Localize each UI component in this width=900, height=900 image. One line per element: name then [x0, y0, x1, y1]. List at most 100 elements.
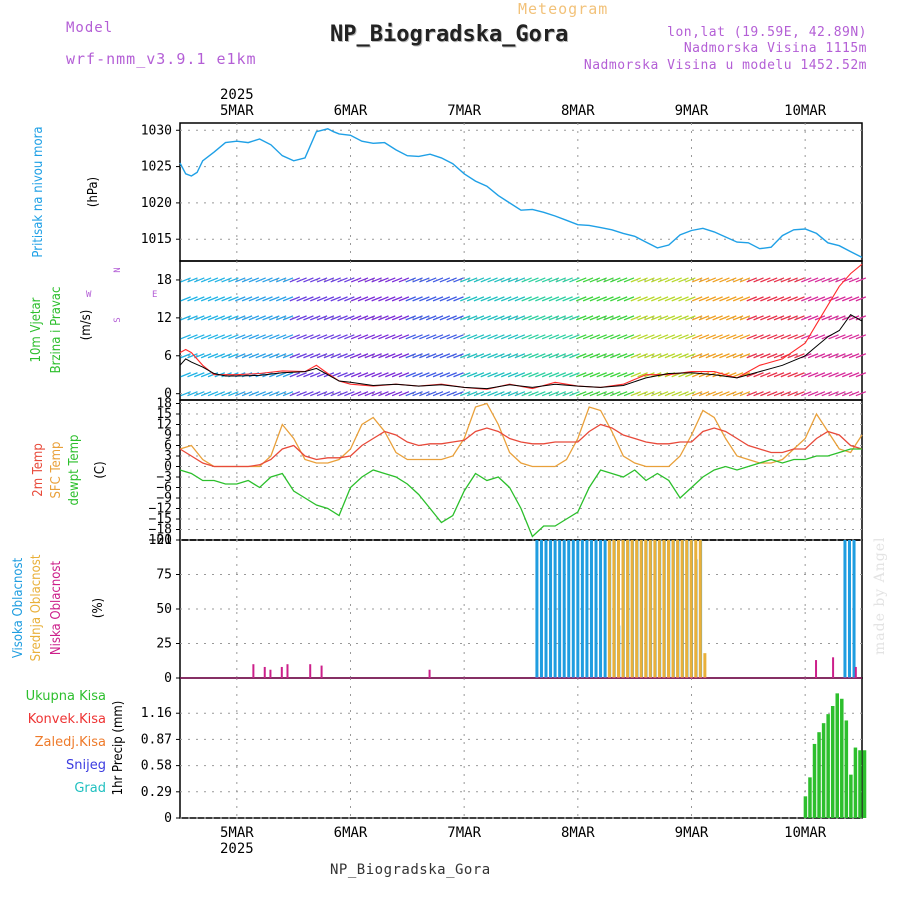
wind-arrow — [180, 353, 191, 359]
wind-arrow — [739, 353, 751, 359]
cloud-bar — [580, 540, 584, 678]
wind-arrow — [487, 277, 498, 283]
wind-arrow — [569, 315, 580, 321]
wind-arrow — [753, 277, 764, 283]
series-line — [179, 263, 863, 390]
wind-arrow — [719, 334, 730, 340]
wind-arrow — [187, 391, 198, 397]
wind-arrow — [753, 296, 764, 302]
panel-frame — [179, 399, 863, 541]
wind-arrow — [773, 334, 785, 340]
wind-arrow — [500, 296, 512, 302]
wind-arrow — [371, 277, 382, 283]
wind-arrow — [753, 391, 764, 397]
axis-label-sfc: SFC Temp — [49, 442, 64, 499]
wind-arrow — [453, 315, 464, 321]
cloud-bar — [269, 669, 272, 678]
wind-arrow — [787, 391, 798, 397]
wind-arrow — [344, 334, 355, 340]
wind-arrow — [760, 277, 771, 283]
wind-arrow — [651, 353, 662, 359]
wind-arrow — [269, 315, 280, 321]
wind-arrow — [794, 353, 805, 359]
wind-arrow — [555, 315, 567, 321]
axis-label-low-cloud: Niska Oblacnost — [49, 560, 64, 655]
wind-arrow — [773, 372, 785, 378]
wind-arrow — [732, 372, 744, 378]
wind-arrow — [385, 391, 396, 397]
wind-arrow — [630, 391, 642, 397]
wind-arrow — [316, 353, 328, 359]
wind-arrow — [746, 353, 757, 359]
wind-arrow — [235, 315, 246, 321]
wind-arrow — [535, 315, 546, 321]
wind-arrow — [337, 315, 348, 321]
y-tick-label: −12 — [149, 502, 172, 517]
wind-arrow — [323, 334, 335, 340]
wind-arrow — [589, 353, 601, 359]
wind-arrow — [739, 391, 751, 397]
wind-arrow — [412, 277, 423, 283]
wind-arrow — [262, 353, 273, 359]
panel-frame — [179, 539, 863, 679]
wind-arrow — [255, 277, 266, 283]
wind-arrow — [794, 334, 805, 340]
wind-arrow — [371, 391, 382, 397]
wind-arrow — [835, 334, 846, 340]
wind-arrow — [296, 372, 307, 378]
wind-arrow — [671, 334, 682, 340]
y-tick-label: 1030 — [141, 123, 172, 138]
wind-arrow — [419, 391, 430, 397]
wind-arrow — [466, 391, 478, 397]
cloud-bar — [694, 540, 698, 678]
wind-arrow — [330, 334, 341, 340]
wind-arrow — [357, 391, 369, 397]
cloud-bar — [847, 540, 851, 678]
wind-arrow — [460, 296, 471, 302]
cloud-bar — [263, 666, 266, 678]
wind-arrow — [753, 353, 764, 359]
wind-arrow — [535, 353, 546, 359]
wind-arrow — [814, 277, 826, 283]
y-tick-label: 0 — [164, 671, 172, 686]
wind-arrow — [200, 372, 212, 378]
wind-arrow — [221, 353, 232, 359]
wind-dir-E: E — [152, 290, 157, 300]
wind-arrow — [562, 372, 573, 378]
wind-arrow — [439, 372, 451, 378]
wind-arrow — [480, 334, 492, 340]
cloud-bar — [671, 540, 675, 678]
wind-arrow — [644, 353, 655, 359]
wind-arrow — [337, 391, 348, 397]
wind-arrow — [548, 334, 560, 340]
day-tick-label: 10MAR — [784, 103, 827, 119]
wind-arrow — [194, 277, 205, 283]
wind-arrow — [228, 277, 239, 283]
cloud-bar — [676, 540, 680, 678]
wind-arrow — [807, 372, 819, 378]
wind-arrow — [582, 277, 594, 283]
wind-arrow — [814, 334, 826, 340]
wind-arrow — [235, 277, 246, 283]
wind-arrow — [391, 296, 403, 302]
y-tick-label: 100 — [149, 533, 172, 548]
wind-arrow — [487, 334, 498, 340]
axis-label-precip: 1hr Precip (mm) — [111, 701, 126, 796]
wind-arrow — [841, 296, 853, 302]
wind-arrow — [385, 353, 396, 359]
axis-unit-cloud: (%) — [91, 598, 106, 618]
wind-arrow — [569, 296, 580, 302]
wind-arrow — [241, 353, 253, 359]
wind-arrow — [760, 372, 771, 378]
wind-arrow — [732, 315, 744, 321]
wind-arrow — [739, 277, 751, 283]
wind-arrow — [364, 391, 376, 397]
cloud-bar — [576, 540, 580, 678]
wind-arrow — [432, 277, 444, 283]
wind-arrow — [303, 334, 314, 340]
wind-arrow — [391, 334, 403, 340]
wind-arrow — [494, 296, 505, 302]
wind-arrow — [596, 334, 607, 340]
wind-arrow — [657, 315, 669, 321]
